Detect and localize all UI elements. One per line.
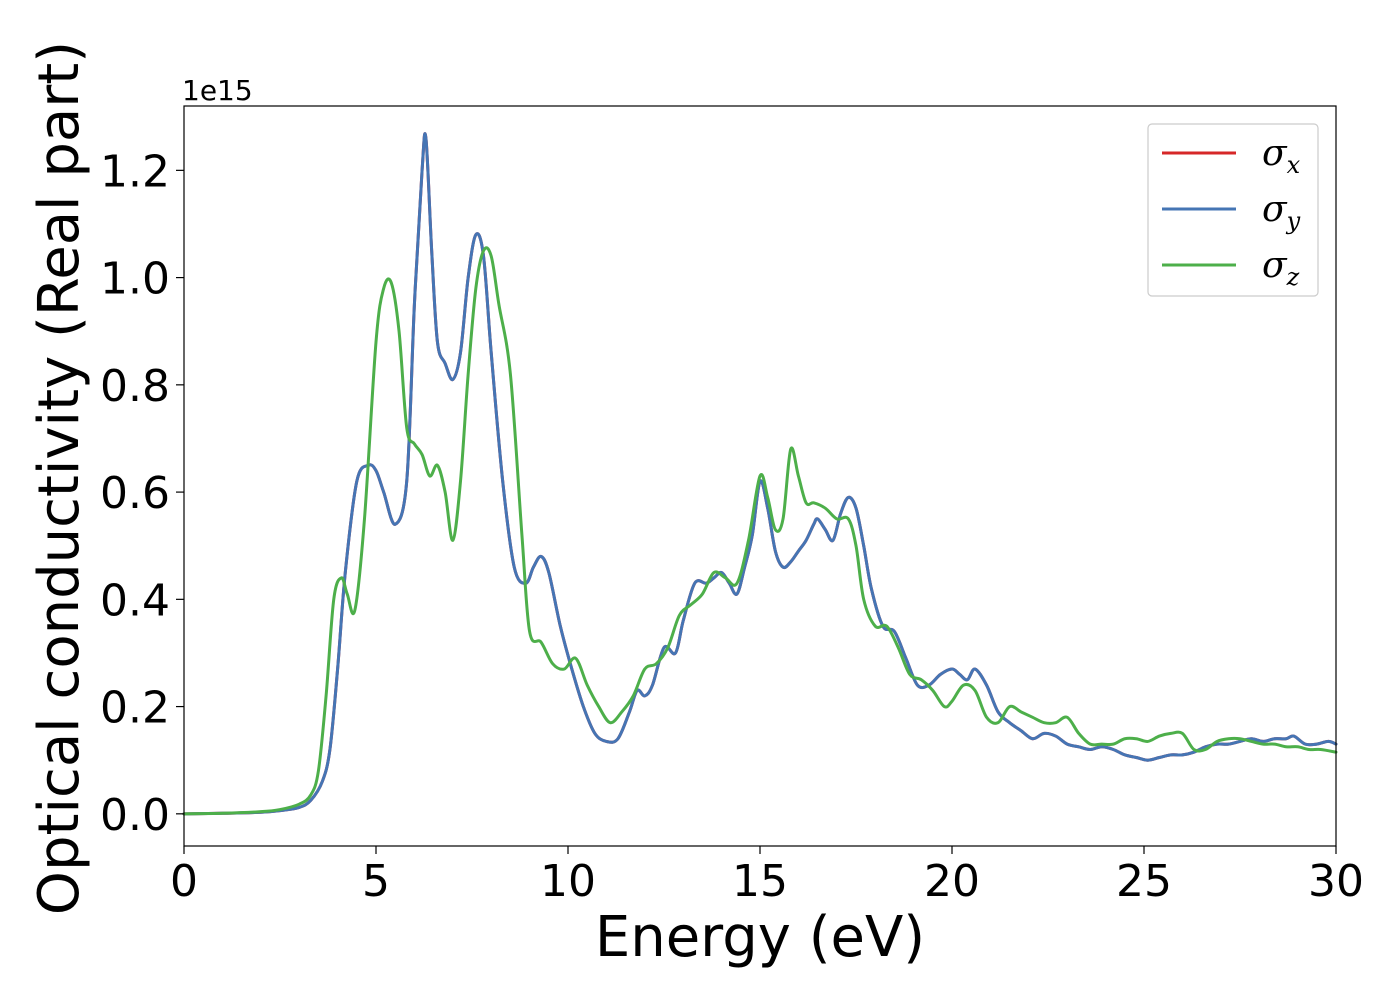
y-axis-ticks: 0.0 0.2 0.4 0.6 0.8 1.0 1.2 [100, 146, 184, 841]
x-tick-label: 10 [540, 856, 596, 907]
y-tick-label: 0.0 [100, 790, 170, 841]
y-offset-text: 1e15 [182, 74, 253, 107]
series-line-2 [182, 132, 1338, 816]
y-tick-label: 0.2 [100, 683, 170, 734]
x-tick-label: 15 [732, 856, 788, 907]
y-tick-label: 1.0 [100, 254, 170, 305]
x-tick-label: 20 [924, 856, 980, 907]
y-tick-label: 0.4 [100, 575, 170, 626]
x-tick-label: 0 [170, 856, 198, 907]
legend-label-z: σz [1262, 245, 1300, 291]
x-tick-label: 25 [1116, 856, 1172, 907]
series-layer [182, 132, 1338, 816]
y-axis-title: Optical conductivity (Real part) [27, 41, 92, 915]
y-tick-label: 0.6 [100, 468, 170, 519]
x-axis-ticks: 0 5 10 15 20 25 30 [170, 846, 1364, 907]
x-tick-label: 30 [1308, 856, 1364, 907]
series-line-3 [182, 246, 1338, 816]
x-tick-label: 5 [362, 856, 390, 907]
x-axis-title: Energy (eV) [595, 905, 925, 970]
y-tick-label: 0.8 [100, 361, 170, 412]
y-tick-label: 1.2 [100, 146, 170, 197]
